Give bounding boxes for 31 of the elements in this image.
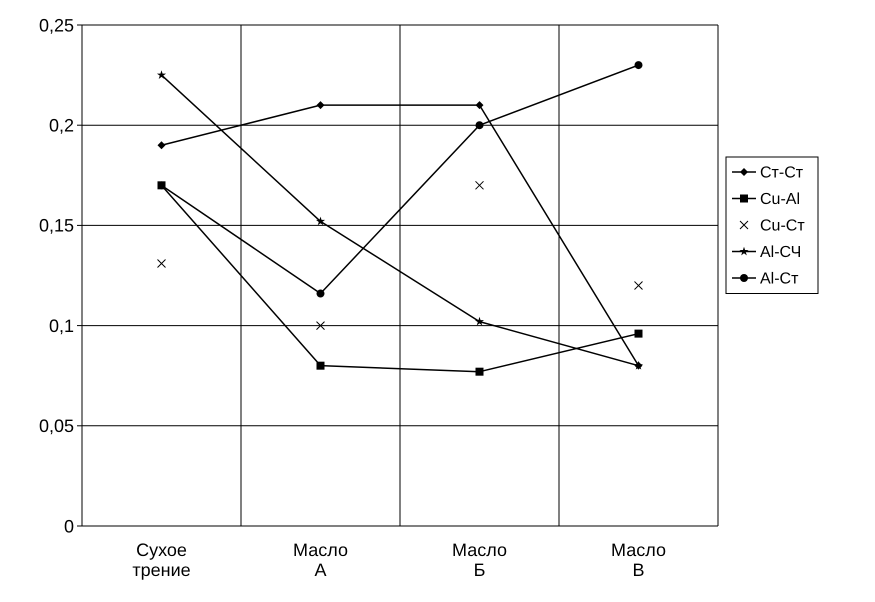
point <box>476 101 484 110</box>
legend-label: Cu-Ст <box>760 218 806 235</box>
x-tick-label: Масло В <box>611 540 666 580</box>
y-tick-label: 0,2 <box>48 116 74 136</box>
legend-label: Cu-Al <box>760 191 800 208</box>
point <box>316 290 324 298</box>
legend-label: Ст-Ст <box>760 164 804 182</box>
point <box>474 316 484 326</box>
x-tick-label: Масло Б <box>452 540 507 580</box>
point <box>634 281 643 290</box>
point <box>476 368 484 376</box>
point <box>476 121 484 130</box>
point <box>316 216 326 226</box>
legend-label: Al-Ст <box>760 270 800 288</box>
x-tick-label: Сухое трение <box>132 540 191 580</box>
legend-label: Al-СЧ <box>760 244 802 262</box>
point <box>316 362 324 370</box>
y-tick-label: 0,25 <box>38 15 74 36</box>
point <box>316 321 325 330</box>
point <box>316 101 324 110</box>
y-tick-label: 0,1 <box>48 316 74 336</box>
y-tick-label: 0 <box>64 516 74 536</box>
point <box>634 330 642 338</box>
point <box>158 141 166 150</box>
point <box>157 258 166 268</box>
y-tick-label: 0,15 <box>38 216 74 236</box>
point <box>156 70 166 79</box>
point <box>634 61 642 70</box>
x-tick-label: Масло А <box>293 540 348 580</box>
point <box>475 180 484 190</box>
y-tick-label: 0,05 <box>38 416 74 436</box>
